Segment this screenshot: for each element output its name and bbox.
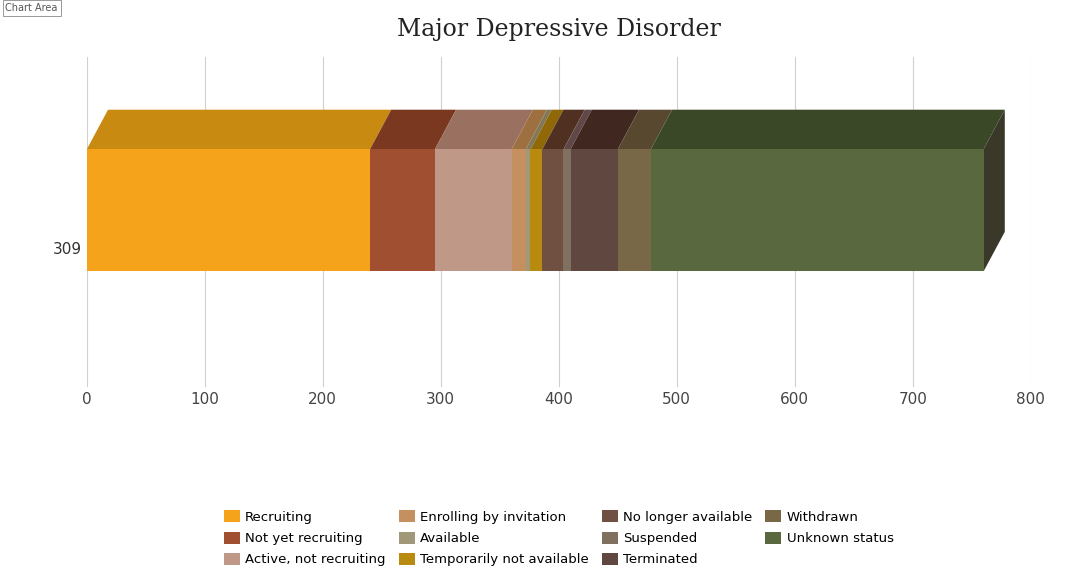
Title: Major Depressive Disorder: Major Depressive Disorder xyxy=(397,18,720,41)
Text: Chart Area: Chart Area xyxy=(5,3,58,13)
Polygon shape xyxy=(617,110,672,149)
Polygon shape xyxy=(435,110,533,149)
Polygon shape xyxy=(370,110,456,149)
Bar xyxy=(370,149,435,271)
Bar xyxy=(651,149,983,271)
Polygon shape xyxy=(983,110,1005,271)
Bar xyxy=(87,149,370,271)
Bar xyxy=(617,149,651,271)
Bar xyxy=(435,149,512,271)
Polygon shape xyxy=(563,110,591,149)
Polygon shape xyxy=(87,110,392,149)
Bar xyxy=(563,149,571,271)
Polygon shape xyxy=(512,110,547,149)
Polygon shape xyxy=(526,110,551,149)
Bar xyxy=(571,149,617,271)
Polygon shape xyxy=(542,110,585,149)
Bar xyxy=(526,149,531,271)
Polygon shape xyxy=(531,110,563,149)
Legend: Recruiting, Not yet recruiting, Active, not recruiting, Enrolling by invitation,: Recruiting, Not yet recruiting, Active, … xyxy=(219,505,898,569)
Polygon shape xyxy=(571,110,639,149)
Bar xyxy=(542,149,563,271)
Polygon shape xyxy=(651,110,1005,149)
Bar xyxy=(512,149,526,271)
Bar xyxy=(531,149,542,271)
